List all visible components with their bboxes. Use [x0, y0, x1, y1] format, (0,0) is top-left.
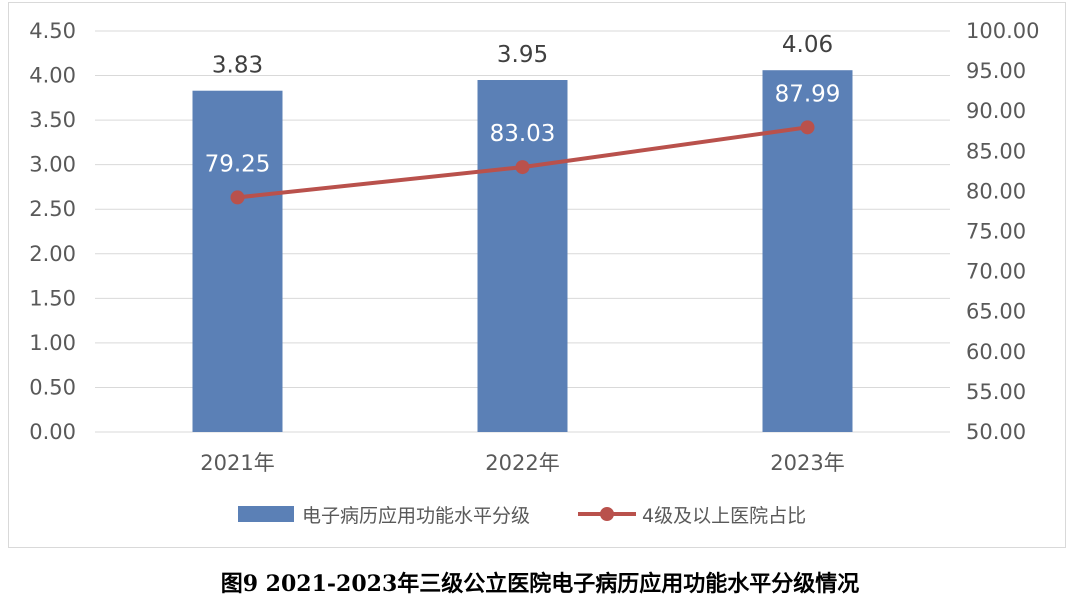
line-marker — [800, 120, 815, 135]
data-labels: 3.83 3.95 4.06 79.25 83.03 87.99 — [205, 32, 841, 177]
line-marker — [515, 160, 530, 175]
y-right-tick-label: 60.00 — [966, 340, 1026, 364]
y-right-tick-label: 85.00 — [966, 139, 1026, 163]
line-value-label: 83.03 — [490, 121, 556, 147]
bar-value-label: 3.95 — [497, 42, 548, 68]
y-left-tick-label: 4.50 — [29, 19, 76, 43]
line-value-label: 79.25 — [205, 151, 271, 177]
y-right-tick-label: 90.00 — [966, 99, 1026, 123]
legend-label-line: 4级及以上医院占比 — [642, 505, 806, 527]
line-marker — [230, 190, 245, 205]
y-left-tick-label: 2.00 — [29, 242, 76, 266]
y-right-tick-label: 70.00 — [966, 260, 1026, 284]
legend-label-bar: 电子病历应用功能水平分级 — [302, 505, 530, 527]
line-series — [230, 120, 815, 205]
legend-swatch-marker — [600, 507, 614, 521]
legend: 电子病历应用功能水平分级 4级及以上医院占比 — [238, 505, 806, 527]
x-tick-label: 2023年 — [770, 451, 844, 475]
bar-value-label: 4.06 — [782, 32, 833, 58]
y-right-tick-label: 50.00 — [966, 420, 1026, 444]
line-value-label: 87.99 — [775, 81, 841, 107]
y-right-tick-label: 65.00 — [966, 300, 1026, 324]
y-left-tick-label: 3.50 — [29, 108, 76, 132]
y-left-tick-label: 1.00 — [29, 331, 76, 355]
x-tick-label: 2021年 — [200, 451, 274, 475]
figure-caption: 图9 2021-2023年三级公立医院电子病历应用功能水平分级情况 — [220, 571, 860, 597]
legend-swatch-bar — [238, 506, 294, 522]
y-left-tick-label: 0.00 — [29, 420, 76, 444]
y-right-tick-label: 75.00 — [966, 220, 1026, 244]
y-right-tick-label: 55.00 — [966, 380, 1026, 404]
y-left-tick-label: 3.00 — [29, 153, 76, 177]
y-right-tick-label: 80.00 — [966, 179, 1026, 203]
y-left-tick-label: 0.50 — [29, 375, 76, 399]
bar-value-label: 3.83 — [212, 53, 263, 79]
bar — [477, 80, 568, 432]
bar — [192, 90, 283, 433]
y-left-tick-label: 4.00 — [29, 64, 76, 88]
y-right-tick-label: 100.00 — [966, 19, 1039, 43]
axes: 0.00 0.50 1.00 1.50 2.00 2.50 3.00 3.50 4.00 4.50… — [29, 19, 1039, 475]
y-right-tick-label: 95.00 — [966, 59, 1026, 83]
y-left-tick-label: 1.50 — [29, 286, 76, 310]
x-tick-label: 2022年 — [485, 451, 559, 475]
y-left-tick-label: 2.50 — [29, 197, 76, 221]
